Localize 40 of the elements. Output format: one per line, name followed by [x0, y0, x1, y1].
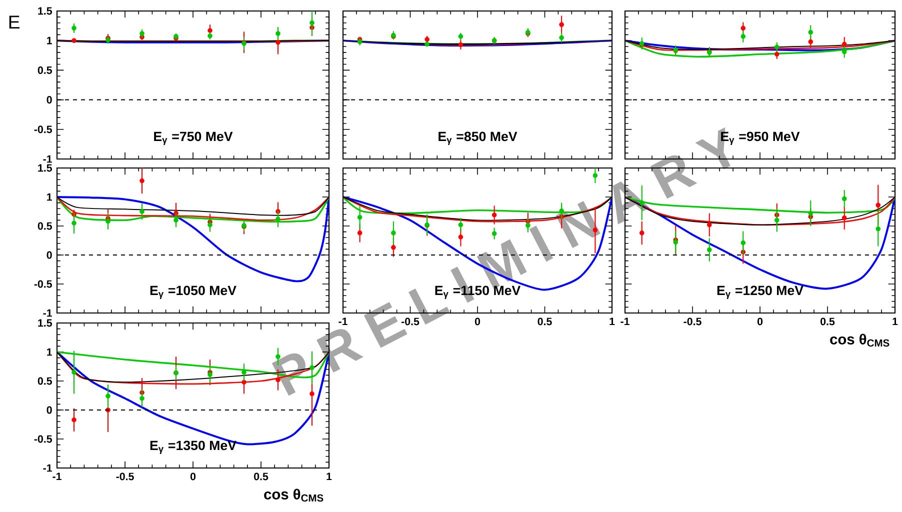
- y-tick-label: -0.5: [34, 126, 52, 134]
- x-tick-label: 0.5: [820, 318, 835, 326]
- y-tick-label: 0: [46, 96, 52, 104]
- y-tick-label: 1.5: [38, 164, 52, 172]
- y-tick-label: 1.5: [38, 7, 52, 15]
- text: E$_{γ}$ =1350 MeV: [150, 440, 236, 454]
- x-tick-label: -1: [52, 472, 62, 480]
- y-tick-label: -0.5: [34, 280, 52, 288]
- x-axis-title: cos θ$_{CMS}$: [264, 488, 324, 502]
- y-tick-label: -1: [43, 309, 52, 317]
- y-tick-label: 1: [47, 348, 52, 356]
- text: E$_{γ}$ =750 MeV: [154, 132, 233, 145]
- y-tick-label: 0: [46, 406, 52, 414]
- x-axis-title: cos θ$_{CMS}$: [830, 334, 890, 347]
- y-tick-label: 0.5: [38, 377, 52, 385]
- y-tick-label: 0.5: [38, 222, 52, 230]
- x-tick-label: -0.5: [116, 472, 134, 480]
- text: E$_{γ}$ =1050 MeV: [150, 286, 236, 299]
- y-tick-label: 1: [47, 193, 52, 201]
- y-tick-label: 1.5: [38, 319, 52, 327]
- y-tick-label: 0: [46, 251, 52, 259]
- x-tick-label: 0: [190, 472, 196, 480]
- y-tick-label: 1: [47, 36, 52, 44]
- text: E$_{γ}$ =1250 MeV: [717, 286, 804, 299]
- x-tick-label: 1: [610, 318, 615, 326]
- y-tick-label: 0.5: [38, 66, 52, 74]
- x-tick-label: 1: [892, 318, 898, 326]
- x-tick-label: 0.5: [254, 472, 268, 480]
- x-tick-label: -1: [338, 318, 348, 326]
- y-tick-label: -0.5: [34, 435, 52, 443]
- x-tick-label: 0: [474, 318, 480, 326]
- text: E$_{γ}$ =850 MeV: [438, 132, 518, 145]
- y-axis-title: E: [9, 16, 20, 29]
- x-tick-label: 0.5: [538, 318, 552, 326]
- x-tick-label: 1: [326, 472, 332, 480]
- x-tick-label: 0: [757, 318, 763, 326]
- x-tick-label: -0.5: [684, 318, 702, 326]
- y-tick-label: -1: [43, 155, 52, 163]
- y-tick-label: -1: [43, 464, 52, 472]
- x-tick-label: -1: [620, 318, 630, 326]
